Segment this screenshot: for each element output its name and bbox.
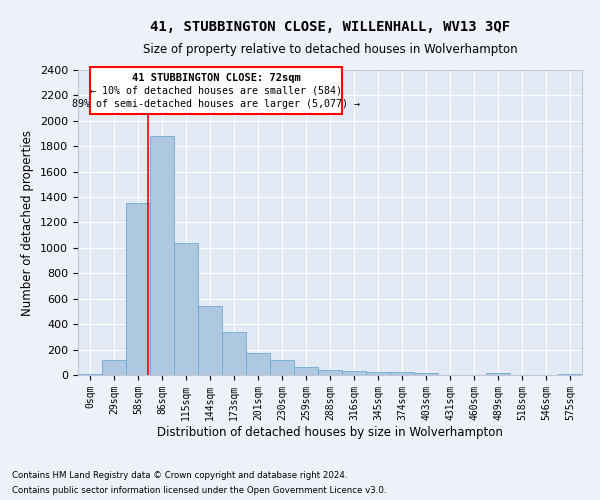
Bar [270,360,294,375]
Text: 41 STUBBINGTON CLOSE: 72sqm: 41 STUBBINGTON CLOSE: 72sqm [131,73,301,83]
Bar [222,332,246,375]
Text: 89% of semi-detached houses are larger (5,077) →: 89% of semi-detached houses are larger (… [72,99,360,109]
Bar [294,368,318,375]
Bar [246,354,270,375]
Bar [558,374,582,375]
Text: ← 10% of detached houses are smaller (584): ← 10% of detached houses are smaller (58… [90,86,342,96]
Text: Contains HM Land Registry data © Crown copyright and database right 2024.: Contains HM Land Registry data © Crown c… [12,471,347,480]
FancyBboxPatch shape [90,68,342,114]
Bar [102,360,126,375]
Y-axis label: Number of detached properties: Number of detached properties [22,130,34,316]
Bar [414,373,438,375]
Text: Size of property relative to detached houses in Wolverhampton: Size of property relative to detached ho… [143,42,517,56]
X-axis label: Distribution of detached houses by size in Wolverhampton: Distribution of detached houses by size … [157,426,503,438]
Bar [126,204,150,375]
Text: 41, STUBBINGTON CLOSE, WILLENHALL, WV13 3QF: 41, STUBBINGTON CLOSE, WILLENHALL, WV13 … [150,20,510,34]
Bar [78,374,102,375]
Bar [342,371,366,375]
Bar [150,136,174,375]
Bar [366,372,390,375]
Bar [318,370,342,375]
Bar [174,243,198,375]
Bar [198,306,222,375]
Bar [486,372,510,375]
Bar [390,372,414,375]
Text: Contains public sector information licensed under the Open Government Licence v3: Contains public sector information licen… [12,486,386,495]
